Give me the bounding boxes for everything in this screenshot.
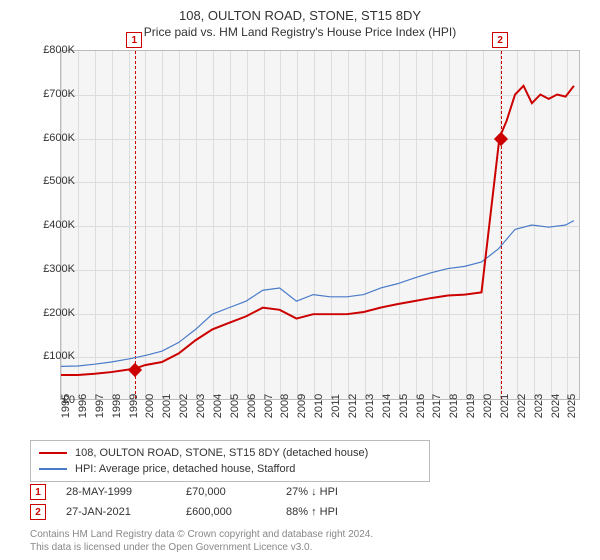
x-axis-label: 2019 bbox=[465, 394, 477, 418]
x-axis-label: 2004 bbox=[212, 394, 224, 418]
x-axis-label: 2002 bbox=[178, 394, 190, 418]
x-axis-label: 2008 bbox=[279, 394, 291, 418]
chart-subtitle: Price paid vs. HM Land Registry's House … bbox=[0, 23, 600, 39]
footer-line-2: This data is licensed under the Open Gov… bbox=[30, 541, 373, 554]
x-axis-label: 2007 bbox=[263, 394, 275, 418]
sale-vs-hpi: 27% ↓ HPI bbox=[286, 486, 386, 498]
footer-line-1: Contains HM Land Registry data © Crown c… bbox=[30, 528, 373, 541]
x-axis-label: 2000 bbox=[144, 394, 156, 418]
sale-price: £70,000 bbox=[186, 486, 266, 498]
x-axis-label: 1998 bbox=[111, 394, 123, 418]
sale-row: 2 27-JAN-2021 £600,000 88% ↑ HPI bbox=[30, 502, 386, 522]
x-axis-label: 1995 bbox=[60, 394, 72, 418]
x-axis-label: 2021 bbox=[499, 394, 511, 418]
y-axis-label: £800K bbox=[43, 44, 75, 56]
x-axis-label: 1996 bbox=[77, 394, 89, 418]
x-axis-label: 2010 bbox=[313, 394, 325, 418]
legend-label: 108, OULTON ROAD, STONE, ST15 8DY (detac… bbox=[75, 447, 368, 459]
y-axis-label: £600K bbox=[43, 132, 75, 144]
sale-date: 28-MAY-1999 bbox=[66, 486, 166, 498]
legend: 108, OULTON ROAD, STONE, ST15 8DY (detac… bbox=[30, 440, 430, 482]
x-axis-label: 2011 bbox=[330, 394, 342, 418]
x-axis-label: 2017 bbox=[431, 394, 443, 418]
x-axis-label: 1997 bbox=[94, 394, 106, 418]
x-axis-label: 2022 bbox=[516, 394, 528, 418]
y-axis-label: £400K bbox=[43, 219, 75, 231]
y-axis-label: £500K bbox=[43, 175, 75, 187]
y-axis-label: £200K bbox=[43, 307, 75, 319]
x-axis-label: 2014 bbox=[381, 394, 393, 418]
x-axis-label: 2018 bbox=[448, 394, 460, 418]
x-axis-label: 2025 bbox=[566, 394, 578, 418]
x-axis-label: 2020 bbox=[482, 394, 494, 418]
x-axis-label: 2003 bbox=[195, 394, 207, 418]
x-axis-label: 2006 bbox=[246, 394, 258, 418]
attribution-footer: Contains HM Land Registry data © Crown c… bbox=[30, 528, 373, 554]
sale-number-box: 1 bbox=[30, 484, 46, 500]
chart-lines bbox=[61, 51, 579, 399]
legend-label: HPI: Average price, detached house, Staf… bbox=[75, 463, 295, 475]
sale-event-marker: 2 bbox=[492, 32, 508, 48]
x-axis-label: 2015 bbox=[398, 394, 410, 418]
x-axis-label: 2023 bbox=[533, 394, 545, 418]
sale-price: £600,000 bbox=[186, 506, 266, 518]
legend-swatch bbox=[39, 468, 67, 470]
y-axis-label: £700K bbox=[43, 88, 75, 100]
series-hpi bbox=[61, 221, 574, 367]
sales-table: 1 28-MAY-1999 £70,000 27% ↓ HPI 2 27-JAN-2021… bbox=[30, 482, 386, 522]
sale-date: 27-JAN-2021 bbox=[66, 506, 166, 518]
legend-row: HPI: Average price, detached house, Staf… bbox=[39, 461, 421, 477]
chart-container: 108, OULTON ROAD, STONE, ST15 8DY Price … bbox=[0, 0, 600, 560]
x-axis-label: 2013 bbox=[364, 394, 376, 418]
sale-vs-hpi: 88% ↑ HPI bbox=[286, 506, 386, 518]
sale-row: 1 28-MAY-1999 £70,000 27% ↓ HPI bbox=[30, 482, 386, 502]
x-axis-label: 2024 bbox=[550, 394, 562, 418]
chart-title: 108, OULTON ROAD, STONE, ST15 8DY bbox=[0, 0, 600, 23]
x-axis-label: 2005 bbox=[229, 394, 241, 418]
legend-swatch bbox=[39, 452, 67, 454]
legend-row: 108, OULTON ROAD, STONE, ST15 8DY (detac… bbox=[39, 445, 421, 461]
x-axis-label: 2012 bbox=[347, 394, 359, 418]
chart-plot-area bbox=[60, 50, 580, 400]
x-axis-label: 2009 bbox=[296, 394, 308, 418]
y-axis-label: £100K bbox=[43, 350, 75, 362]
series-property bbox=[61, 86, 574, 375]
x-axis-label: 1999 bbox=[128, 394, 140, 418]
x-axis-label: 2001 bbox=[161, 394, 173, 418]
sale-event-marker: 1 bbox=[126, 32, 142, 48]
sale-number-box: 2 bbox=[30, 504, 46, 520]
y-axis-label: £300K bbox=[43, 263, 75, 275]
x-axis-label: 2016 bbox=[415, 394, 427, 418]
